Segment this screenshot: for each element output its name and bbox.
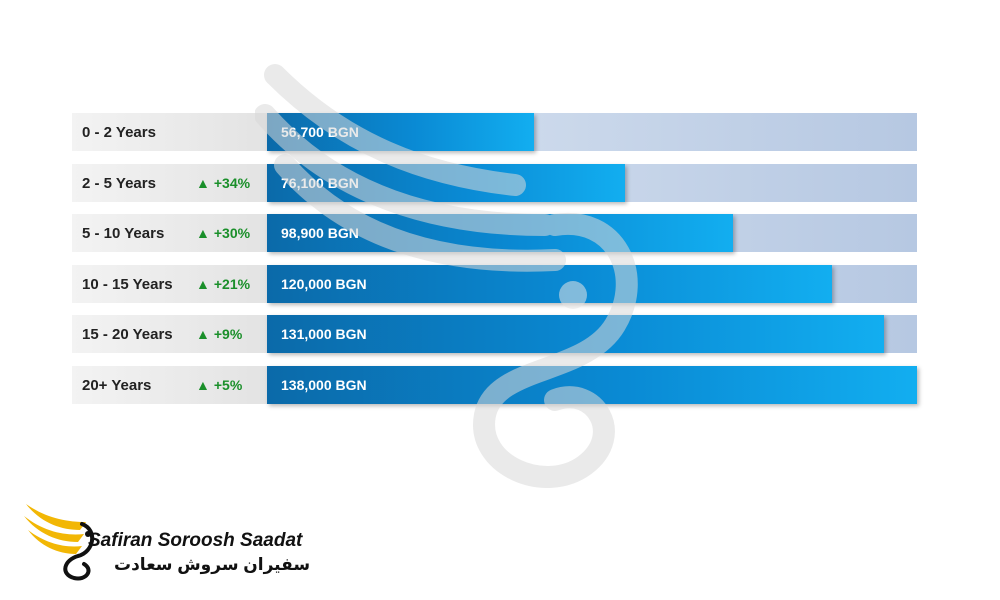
bar-track: 98,900 BGN	[267, 214, 917, 252]
growth-label: ▲ +5%	[196, 377, 242, 393]
bar-track: 120,000 BGN	[267, 264, 917, 303]
growth-value: +34%	[213, 174, 251, 191]
bar-row: 5 - 10 Years ▲ +30% 98,900 BGN	[72, 214, 917, 252]
bar-value-label: 56,700 BGN	[281, 124, 359, 140]
growth-label: ▲ +34%	[196, 175, 250, 191]
growth-value: +21%	[213, 275, 251, 292]
category-cell: 20+ Years ▲ +5%	[72, 365, 267, 404]
bar-value-label: 131,000 BGN	[281, 326, 367, 342]
growth-value: +9%	[213, 326, 243, 342]
growth-label: ▲ +30%	[196, 225, 250, 241]
up-arrow-icon: ▲	[196, 326, 210, 342]
swan-wings-logo-icon	[24, 504, 94, 581]
bar-value-label: 138,000 BGN	[281, 376, 367, 393]
bar-value-label: 98,900 BGN	[281, 225, 359, 241]
bar-row: 10 - 15 Years ▲ +21% 120,000 BGN	[72, 264, 917, 303]
bar-track: 76,100 BGN	[267, 163, 917, 202]
category-label: 0 - 2 Years	[82, 124, 156, 141]
category-label: 15 - 20 Years	[82, 326, 173, 343]
category-cell: 10 - 15 Years ▲ +21%	[72, 264, 267, 303]
growth-value: +30%	[213, 225, 251, 241]
category-cell: 0 - 2 Years	[72, 113, 267, 151]
bar-track: 131,000 BGN	[267, 315, 917, 353]
salary-bar-chart: 0 - 2 Years 56,700 BGN 2 - 5 Years ▲ +34% 76,…	[72, 113, 917, 416]
bar-row: 2 - 5 Years ▲ +34% 76,100 BGN	[72, 163, 917, 202]
category-cell: 5 - 10 Years ▲ +30%	[72, 214, 267, 252]
category-label: 2 - 5 Years	[82, 174, 156, 192]
up-arrow-icon: ▲	[196, 376, 210, 393]
bar-value-label: 76,100 BGN	[281, 174, 359, 191]
category-cell: 15 - 20 Years ▲ +9%	[72, 315, 267, 353]
up-arrow-icon: ▲	[196, 225, 210, 241]
logo-name-persian: سفیران سروش سعادت	[114, 555, 311, 574]
growth-label: ▲ +9%	[196, 326, 242, 342]
bar-row: 20+ Years ▲ +5% 138,000 BGN	[72, 365, 917, 404]
growth-value: +5%	[213, 376, 243, 393]
bar-row: 15 - 20 Years ▲ +9% 131,000 BGN	[72, 315, 917, 353]
company-logo: Safiran Soroosh Saadat سفیران سروش سعادت	[22, 494, 310, 584]
growth-label: ▲ +21%	[196, 276, 250, 292]
category-label: 5 - 10 Years	[82, 225, 165, 242]
bar-track: 138,000 BGN	[267, 365, 917, 404]
bar-value-label: 120,000 BGN	[281, 275, 367, 292]
logo-name-english: Safiran Soroosh Saadat	[88, 530, 303, 551]
bar-track: 56,700 BGN	[267, 113, 917, 151]
category-label: 20+ Years	[82, 376, 152, 394]
up-arrow-icon: ▲	[196, 174, 210, 191]
category-label: 10 - 15 Years	[82, 275, 173, 293]
category-cell: 2 - 5 Years ▲ +34%	[72, 163, 267, 202]
up-arrow-icon: ▲	[196, 275, 210, 292]
bar-row: 0 - 2 Years 56,700 BGN	[72, 113, 917, 151]
